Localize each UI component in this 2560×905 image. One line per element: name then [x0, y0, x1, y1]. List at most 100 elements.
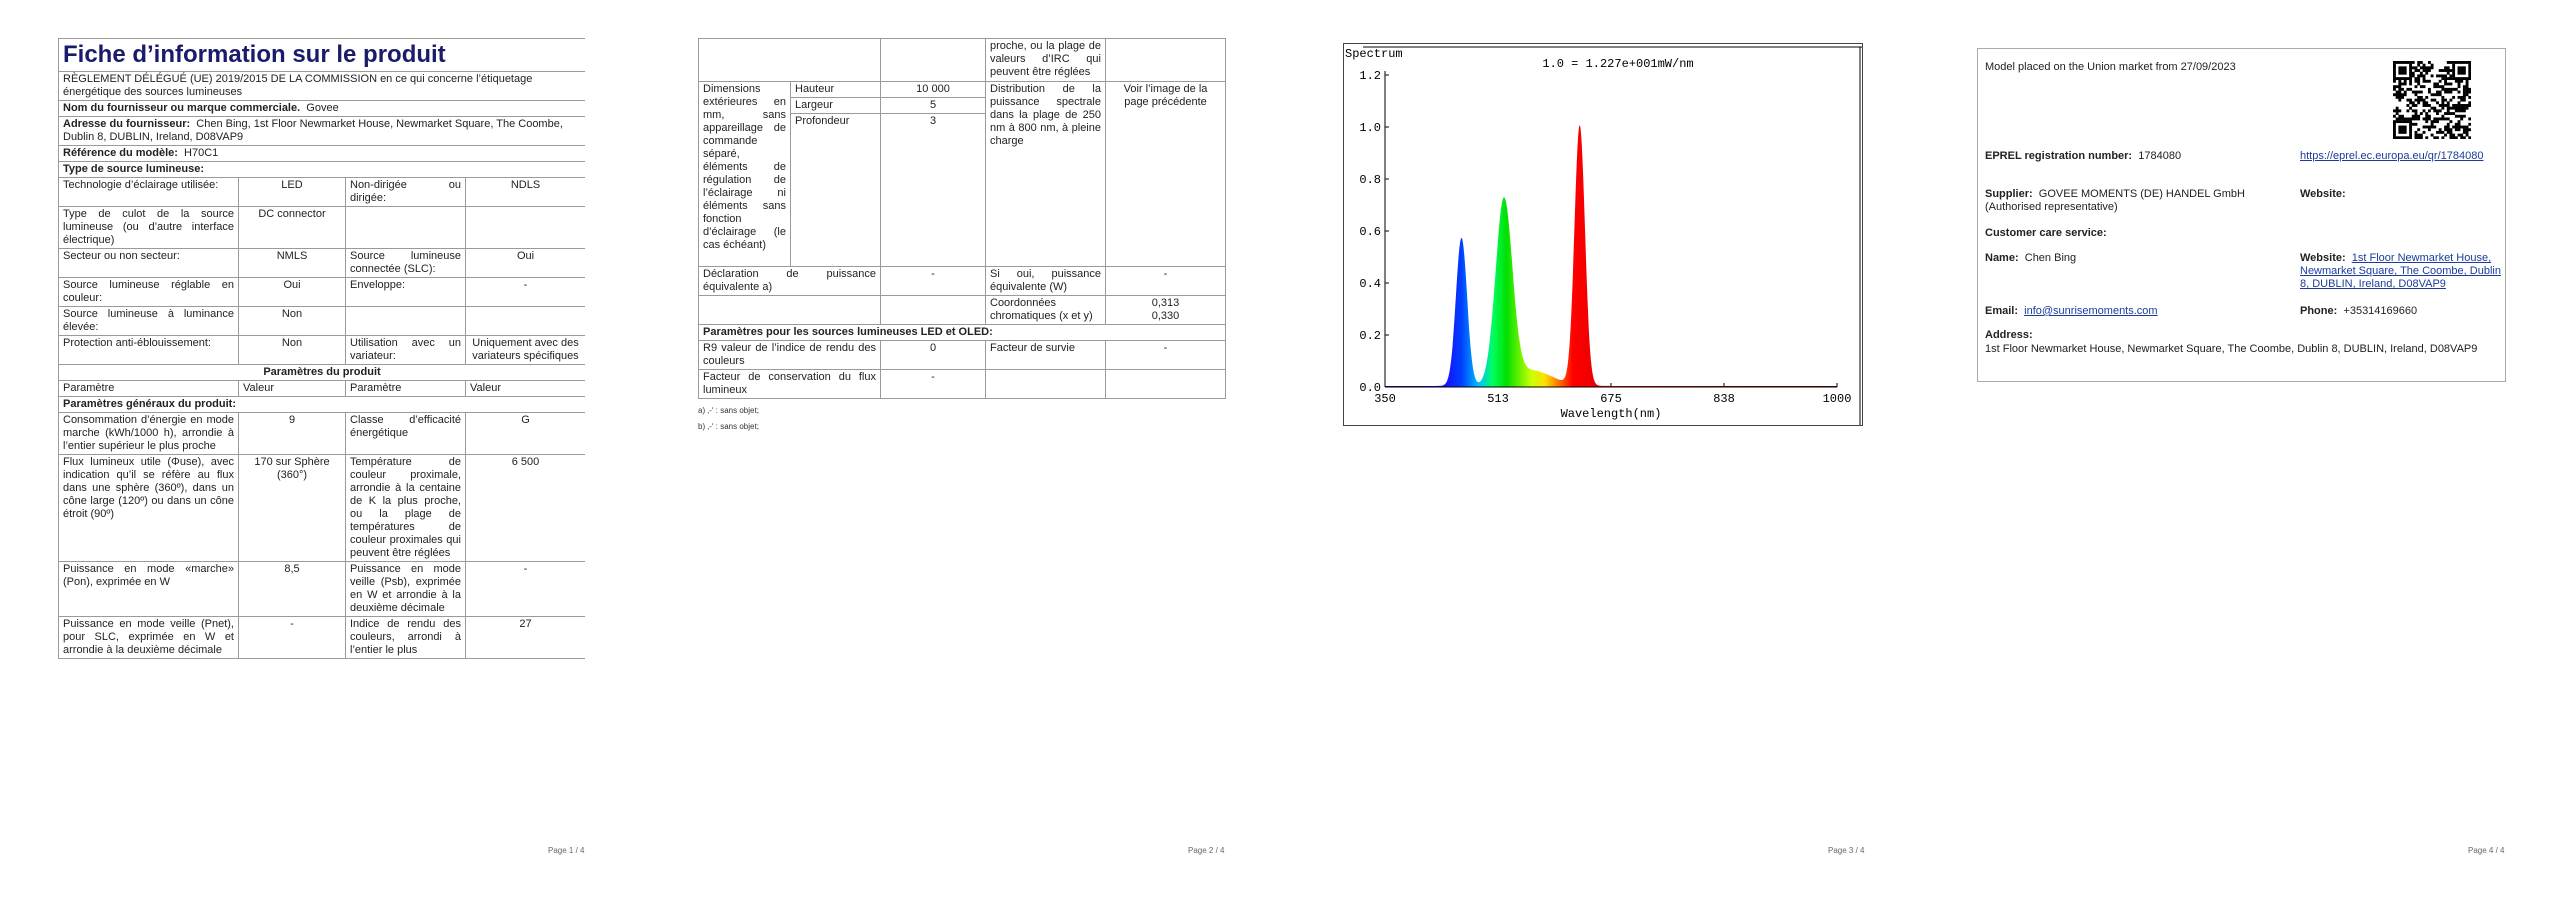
- qr-module: [2427, 87, 2431, 91]
- cell: Source lumineuse réglable en couleur:: [58, 277, 239, 307]
- qr-module: [2403, 61, 2407, 64]
- qr-module: [2398, 98, 2402, 102]
- qr-module: [2403, 77, 2407, 81]
- qr-module: [2409, 101, 2413, 105]
- qr-module: [2438, 74, 2442, 78]
- x-tick-label: 1000: [1823, 392, 1852, 406]
- qr-module: [2457, 90, 2461, 94]
- qr-module: [2398, 128, 2402, 132]
- qr-module: [2457, 106, 2461, 110]
- qr-module: [2438, 85, 2442, 89]
- qr-module: [2398, 125, 2402, 129]
- qr-module: [2465, 79, 2469, 83]
- qr-module: [2425, 117, 2429, 121]
- qr-module: [2436, 74, 2439, 78]
- qr-module: [2409, 82, 2413, 86]
- qr-module: [2409, 120, 2413, 124]
- page-number: Page 1 / 4: [548, 846, 585, 855]
- cell: Utilisation avec un variateur:: [345, 335, 466, 365]
- qr-module: [2401, 71, 2404, 75]
- qr-module: [2422, 125, 2426, 129]
- qr-module: [2406, 77, 2410, 81]
- cell: 9: [238, 412, 346, 455]
- value: 1784080: [2138, 150, 2182, 162]
- qr-module: [2444, 112, 2447, 115]
- qr-module: [2398, 136, 2402, 139]
- label: Website:: [2300, 188, 2346, 200]
- qr-module: [2446, 125, 2450, 129]
- qr-module: [2441, 114, 2445, 118]
- row: Paramètres généraux du produit:: [58, 396, 585, 413]
- qr-module: [2462, 128, 2466, 132]
- website-link[interactable]: 1st Floor Newmarket House, Newmarket Squ…: [2300, 252, 2501, 290]
- cell: 3: [880, 113, 986, 267]
- qr-module: [2465, 61, 2469, 64]
- qr-module: [2449, 74, 2453, 78]
- qr-module: [2409, 136, 2413, 139]
- qr-module: [2409, 98, 2413, 102]
- qr-module: [2393, 79, 2396, 83]
- qr-module: [2446, 128, 2450, 132]
- qr-module: [2411, 66, 2415, 70]
- header-cell: Valeur: [465, 380, 585, 397]
- eprel-link[interactable]: https://eprel.ec.europa.eu/qr/1784080: [2300, 150, 2484, 162]
- cell: Non-dirigée ou dirigée:: [345, 177, 466, 207]
- row: Technologie d’éclairage utilisée: LED Non-…: [58, 177, 585, 207]
- qr-module: [2436, 117, 2439, 121]
- qr-module: [2462, 87, 2466, 91]
- qr-module: [2417, 77, 2421, 81]
- label: Website:: [2300, 252, 2346, 264]
- qr-module: [2393, 93, 2396, 97]
- cell: Source lumineuse à luminance élevée:: [58, 306, 239, 336]
- qr-module: [2446, 112, 2450, 115]
- qr-module: [2401, 114, 2404, 118]
- qr-module: [2393, 128, 2396, 132]
- cell: Indice de rendu des couleurs, arrondi à …: [345, 616, 466, 659]
- label: Phone:: [2300, 305, 2338, 317]
- y-tick-label: 0.4: [1359, 277, 1381, 291]
- qr-module: [2403, 130, 2407, 134]
- qr-module: [2462, 106, 2466, 110]
- qr-module: [2449, 87, 2453, 91]
- page-2: proche, ou la plage de valeurs d’IRC qui…: [698, 38, 1226, 435]
- y-tick-label: 0.0: [1359, 381, 1381, 395]
- qr-module: [2441, 95, 2445, 99]
- qr-module: [2460, 79, 2464, 83]
- row: RÈGLEMENT DÉLÉGUÉ (UE) 2019/2015 DE LA C…: [58, 71, 585, 101]
- qr-module: [2411, 122, 2415, 126]
- qr-module: [2417, 90, 2421, 94]
- page-number: Page 3 / 4: [1828, 846, 1865, 855]
- qr-module: [2449, 128, 2453, 132]
- qr-module: [2414, 93, 2418, 97]
- qr-module: [2441, 98, 2445, 102]
- cell: 8,5: [238, 561, 346, 617]
- qr-module: [2411, 74, 2415, 78]
- qr-module: [2417, 136, 2421, 139]
- qr-module: [2417, 133, 2421, 137]
- qr-module: [2401, 69, 2404, 72]
- qr-module: [2465, 82, 2469, 86]
- email-link[interactable]: info@sunrisemoments.com: [2024, 305, 2158, 317]
- qr-module: [2460, 117, 2464, 121]
- qr-module: [2452, 136, 2456, 139]
- chart-title: Spectrum: [1345, 47, 1403, 61]
- qr-module: [2462, 125, 2466, 129]
- cell: Température de couleur proximale, arrond…: [345, 454, 466, 562]
- qr-module: [2446, 87, 2450, 91]
- qr-module: [2433, 117, 2437, 121]
- qr-module: [2465, 125, 2469, 129]
- qr-module: [2401, 128, 2404, 132]
- qr-module: [2462, 90, 2466, 94]
- qr-module: [2468, 77, 2471, 81]
- row: Paramètre Valeur Paramètre Valeur: [58, 380, 585, 397]
- cell: 170 sur Sphère (360°): [238, 454, 346, 562]
- qr-module: [2454, 104, 2458, 107]
- qr-module: [2414, 136, 2418, 139]
- qr-module: [2446, 61, 2450, 64]
- qr-module: [2457, 109, 2461, 113]
- qr-module: [2422, 109, 2426, 113]
- qr-module: [2436, 90, 2439, 94]
- qr-module: [2401, 93, 2404, 97]
- qr-module: [2457, 101, 2461, 105]
- text: Fiche d’information sur le produit: [63, 41, 446, 68]
